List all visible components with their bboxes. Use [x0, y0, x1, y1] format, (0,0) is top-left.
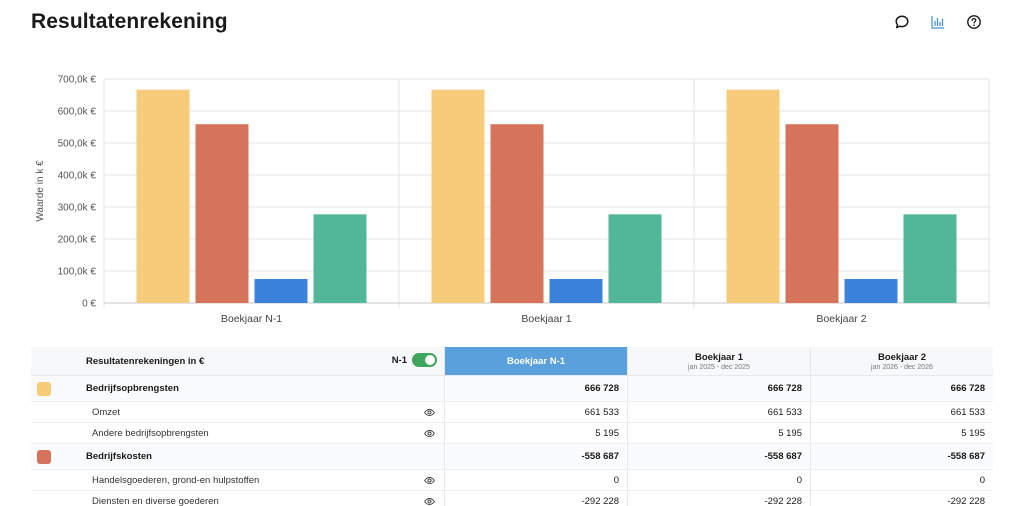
cell-value: 666 728: [627, 376, 810, 401]
cell-value: -292 228: [810, 491, 993, 506]
y-tick-label: 0 €: [82, 299, 96, 310]
row-label: Omzet: [92, 406, 120, 418]
chart-view-button[interactable]: [929, 13, 947, 31]
bar-4-1: [313, 214, 367, 303]
x-tick-label: Boekjaar N-1: [221, 313, 282, 325]
column-header-boekjaar-1[interactable]: Boekjaar 1 jan 2025 - dec 2025: [627, 347, 810, 375]
help-icon: [967, 15, 981, 29]
bar-3-1: [254, 279, 308, 303]
cell-value: -558 687: [627, 444, 810, 469]
cell-value: 0: [627, 470, 810, 490]
bar-1-2: [431, 89, 485, 304]
category-color-swatch: [37, 382, 51, 396]
comment-icon: [895, 15, 909, 29]
table-row-bedrijfskosten[interactable]: Bedrijfskosten -558 687 -558 687 -558 68…: [31, 444, 993, 470]
table-header-label: Resultatenrekeningen in € N-1: [31, 347, 444, 375]
column-header-period: jan 2025 - dec 2025: [688, 363, 750, 371]
eye-icon[interactable]: [424, 407, 435, 418]
cell-value: 661 533: [627, 402, 810, 422]
cell-value: 5 195: [810, 423, 993, 443]
column-header-boekjaar-n-1[interactable]: Boekjaar N-1: [444, 347, 627, 375]
bar-1-1: [136, 89, 190, 304]
bar-1-3: [726, 89, 780, 304]
table-header: Resultatenrekeningen in € N-1 Boekjaar N…: [31, 347, 993, 376]
y-tick-label: 300,0k €: [58, 203, 97, 214]
row-label: Handelsgoederen, grond-en hulpstoffen: [92, 474, 260, 486]
cell-value: -292 228: [444, 491, 627, 506]
column-header-period: jan 2026 - dec 2026: [871, 363, 933, 371]
cell-value: 661 533: [444, 402, 627, 422]
table-row-omzet: Omzet 661 533 661 533 661 533: [31, 402, 993, 423]
row-label: Diensten en diverse goederen: [92, 495, 219, 506]
cell-value: 666 728: [810, 376, 993, 401]
column-header-label: Boekjaar 1: [694, 351, 744, 363]
table-row-andere-bedrijfsopbrengsten: Andere bedrijfsopbrengsten 5 195 5 195 5…: [31, 423, 993, 444]
bar-2-3: [785, 124, 839, 304]
y-tick-label: 500,0k €: [58, 139, 97, 150]
y-tick-label: 200,0k €: [58, 235, 97, 246]
cell-value: 5 195: [627, 423, 810, 443]
row-label: Bedrijfskosten: [86, 451, 152, 462]
page-title: Resultatenrekening: [31, 10, 228, 33]
column-header-boekjaar-2[interactable]: Boekjaar 2 jan 2026 - dec 2026: [810, 347, 993, 375]
bar-2-2: [490, 124, 544, 304]
x-tick-label: Boekjaar 1: [521, 313, 571, 325]
x-tick-label: Boekjaar 2: [816, 313, 866, 325]
y-tick-label: 100,0k €: [58, 267, 97, 278]
bar-4-2: [608, 214, 662, 303]
table-row-bedrijfsopbrengsten[interactable]: Bedrijfsopbrengsten 666 728 666 728 666 …: [31, 376, 993, 402]
n1-toggle-wrap: N-1: [392, 353, 437, 367]
cell-value: -292 228: [627, 491, 810, 506]
eye-icon[interactable]: [424, 475, 435, 486]
cell-value: -558 687: [810, 444, 993, 469]
cell-value: 0: [444, 470, 627, 490]
table-row-handelsgoederen: Handelsgoederen, grond-en hulpstoffen 0 …: [31, 470, 993, 491]
cell-value: 5 195: [444, 423, 627, 443]
bar-chart: 0 € 100,0k € 200,0k € 300,0k € 400,0k € 500,0…: [35, 75, 990, 325]
row-label: Andere bedrijfsopbrengsten: [92, 427, 209, 439]
comment-button[interactable]: [893, 13, 911, 31]
bar-3-2: [549, 279, 603, 303]
bar-3-3: [844, 279, 898, 303]
bar-4-3: [903, 214, 957, 303]
y-tick-label: 400,0k €: [58, 171, 97, 182]
table-row-diensten: Diensten en diverse goederen -292 228 -2…: [31, 491, 993, 506]
help-button[interactable]: [965, 13, 983, 31]
cell-value: 666 728: [444, 376, 627, 401]
results-table: Resultatenrekeningen in € N-1 Boekjaar N…: [31, 347, 993, 506]
column-header-label: Boekjaar 2: [877, 351, 927, 363]
cell-value: -558 687: [444, 444, 627, 469]
bar-2-1: [195, 124, 249, 304]
cell-value: 0: [810, 470, 993, 490]
y-axis-label: Waarde in k €: [35, 160, 46, 222]
results-chart: 0 € 100,0k € 200,0k € 300,0k € 400,0k € 500,0…: [0, 60, 1024, 340]
cell-value: 661 533: [810, 402, 993, 422]
eye-icon[interactable]: [424, 428, 435, 439]
bar-chart-icon: [931, 16, 944, 29]
column-header-label: Boekjaar N-1: [506, 355, 566, 367]
category-color-swatch: [37, 450, 51, 464]
n1-toggle-label: N-1: [391, 354, 407, 366]
n1-toggle[interactable]: [412, 353, 437, 367]
eye-icon[interactable]: [424, 496, 435, 506]
y-tick-label: 600,0k €: [58, 107, 97, 118]
y-tick-label: 700,0k €: [58, 75, 97, 86]
header-label-text: Resultatenrekeningen in €: [86, 355, 205, 367]
row-label: Bedrijfsopbrengsten: [86, 383, 179, 394]
